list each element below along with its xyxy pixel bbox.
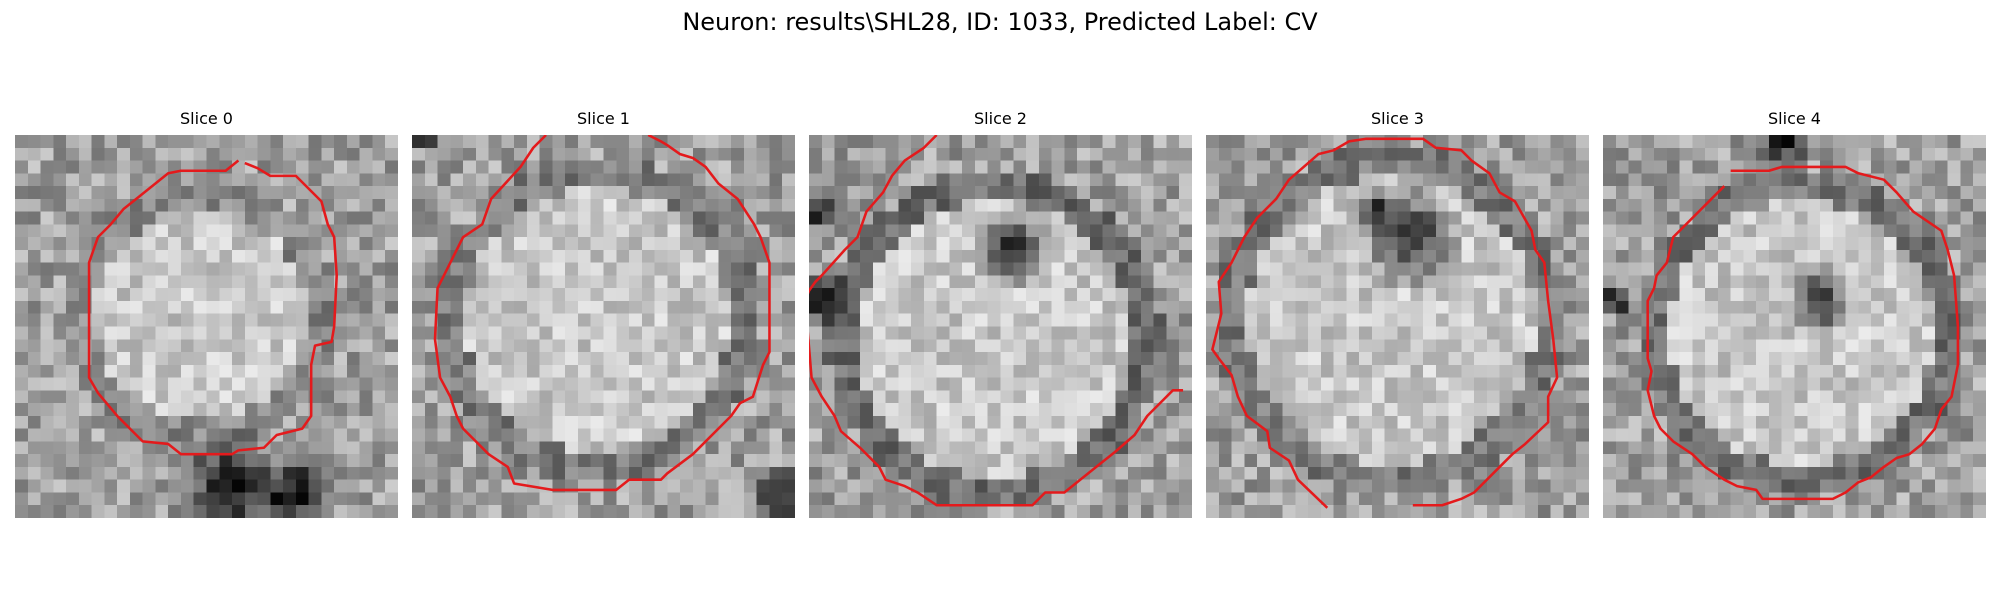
pixel-grid	[15, 135, 398, 518]
pixel-grid	[1603, 135, 1986, 518]
slice-panel-2: Slice 2	[809, 108, 1192, 520]
cell-contour	[1646, 165, 1960, 501]
pixel-grid	[412, 135, 795, 518]
slice-panel-3: Slice 3	[1206, 108, 1589, 520]
slice-image	[1603, 135, 1986, 518]
slice-image	[15, 135, 398, 518]
cell-contour	[809, 135, 1184, 507]
slice-title: Slice 1	[577, 109, 630, 128]
cell-contour	[1211, 137, 1559, 509]
slice-panel-4: Slice 4	[1603, 108, 1986, 520]
cell-contour	[433, 135, 771, 492]
slice-title: Slice 4	[1768, 109, 1821, 128]
slice-title: Slice 0	[180, 109, 233, 128]
pixel-grid	[1206, 135, 1589, 518]
slice-title: Slice 3	[1371, 109, 1424, 128]
slice-title: Slice 2	[974, 109, 1027, 128]
pixel-grid	[809, 135, 1192, 518]
cell-contour	[87, 159, 338, 456]
slice-image	[412, 135, 795, 518]
slice-panel-0: Slice 0	[15, 108, 398, 520]
slice-image	[1206, 135, 1589, 518]
slice-panel-1: Slice 1	[412, 108, 795, 520]
figure-title: Neuron: results\SHL28, ID: 1033, Predict…	[682, 8, 1318, 36]
slice-image	[809, 135, 1192, 518]
